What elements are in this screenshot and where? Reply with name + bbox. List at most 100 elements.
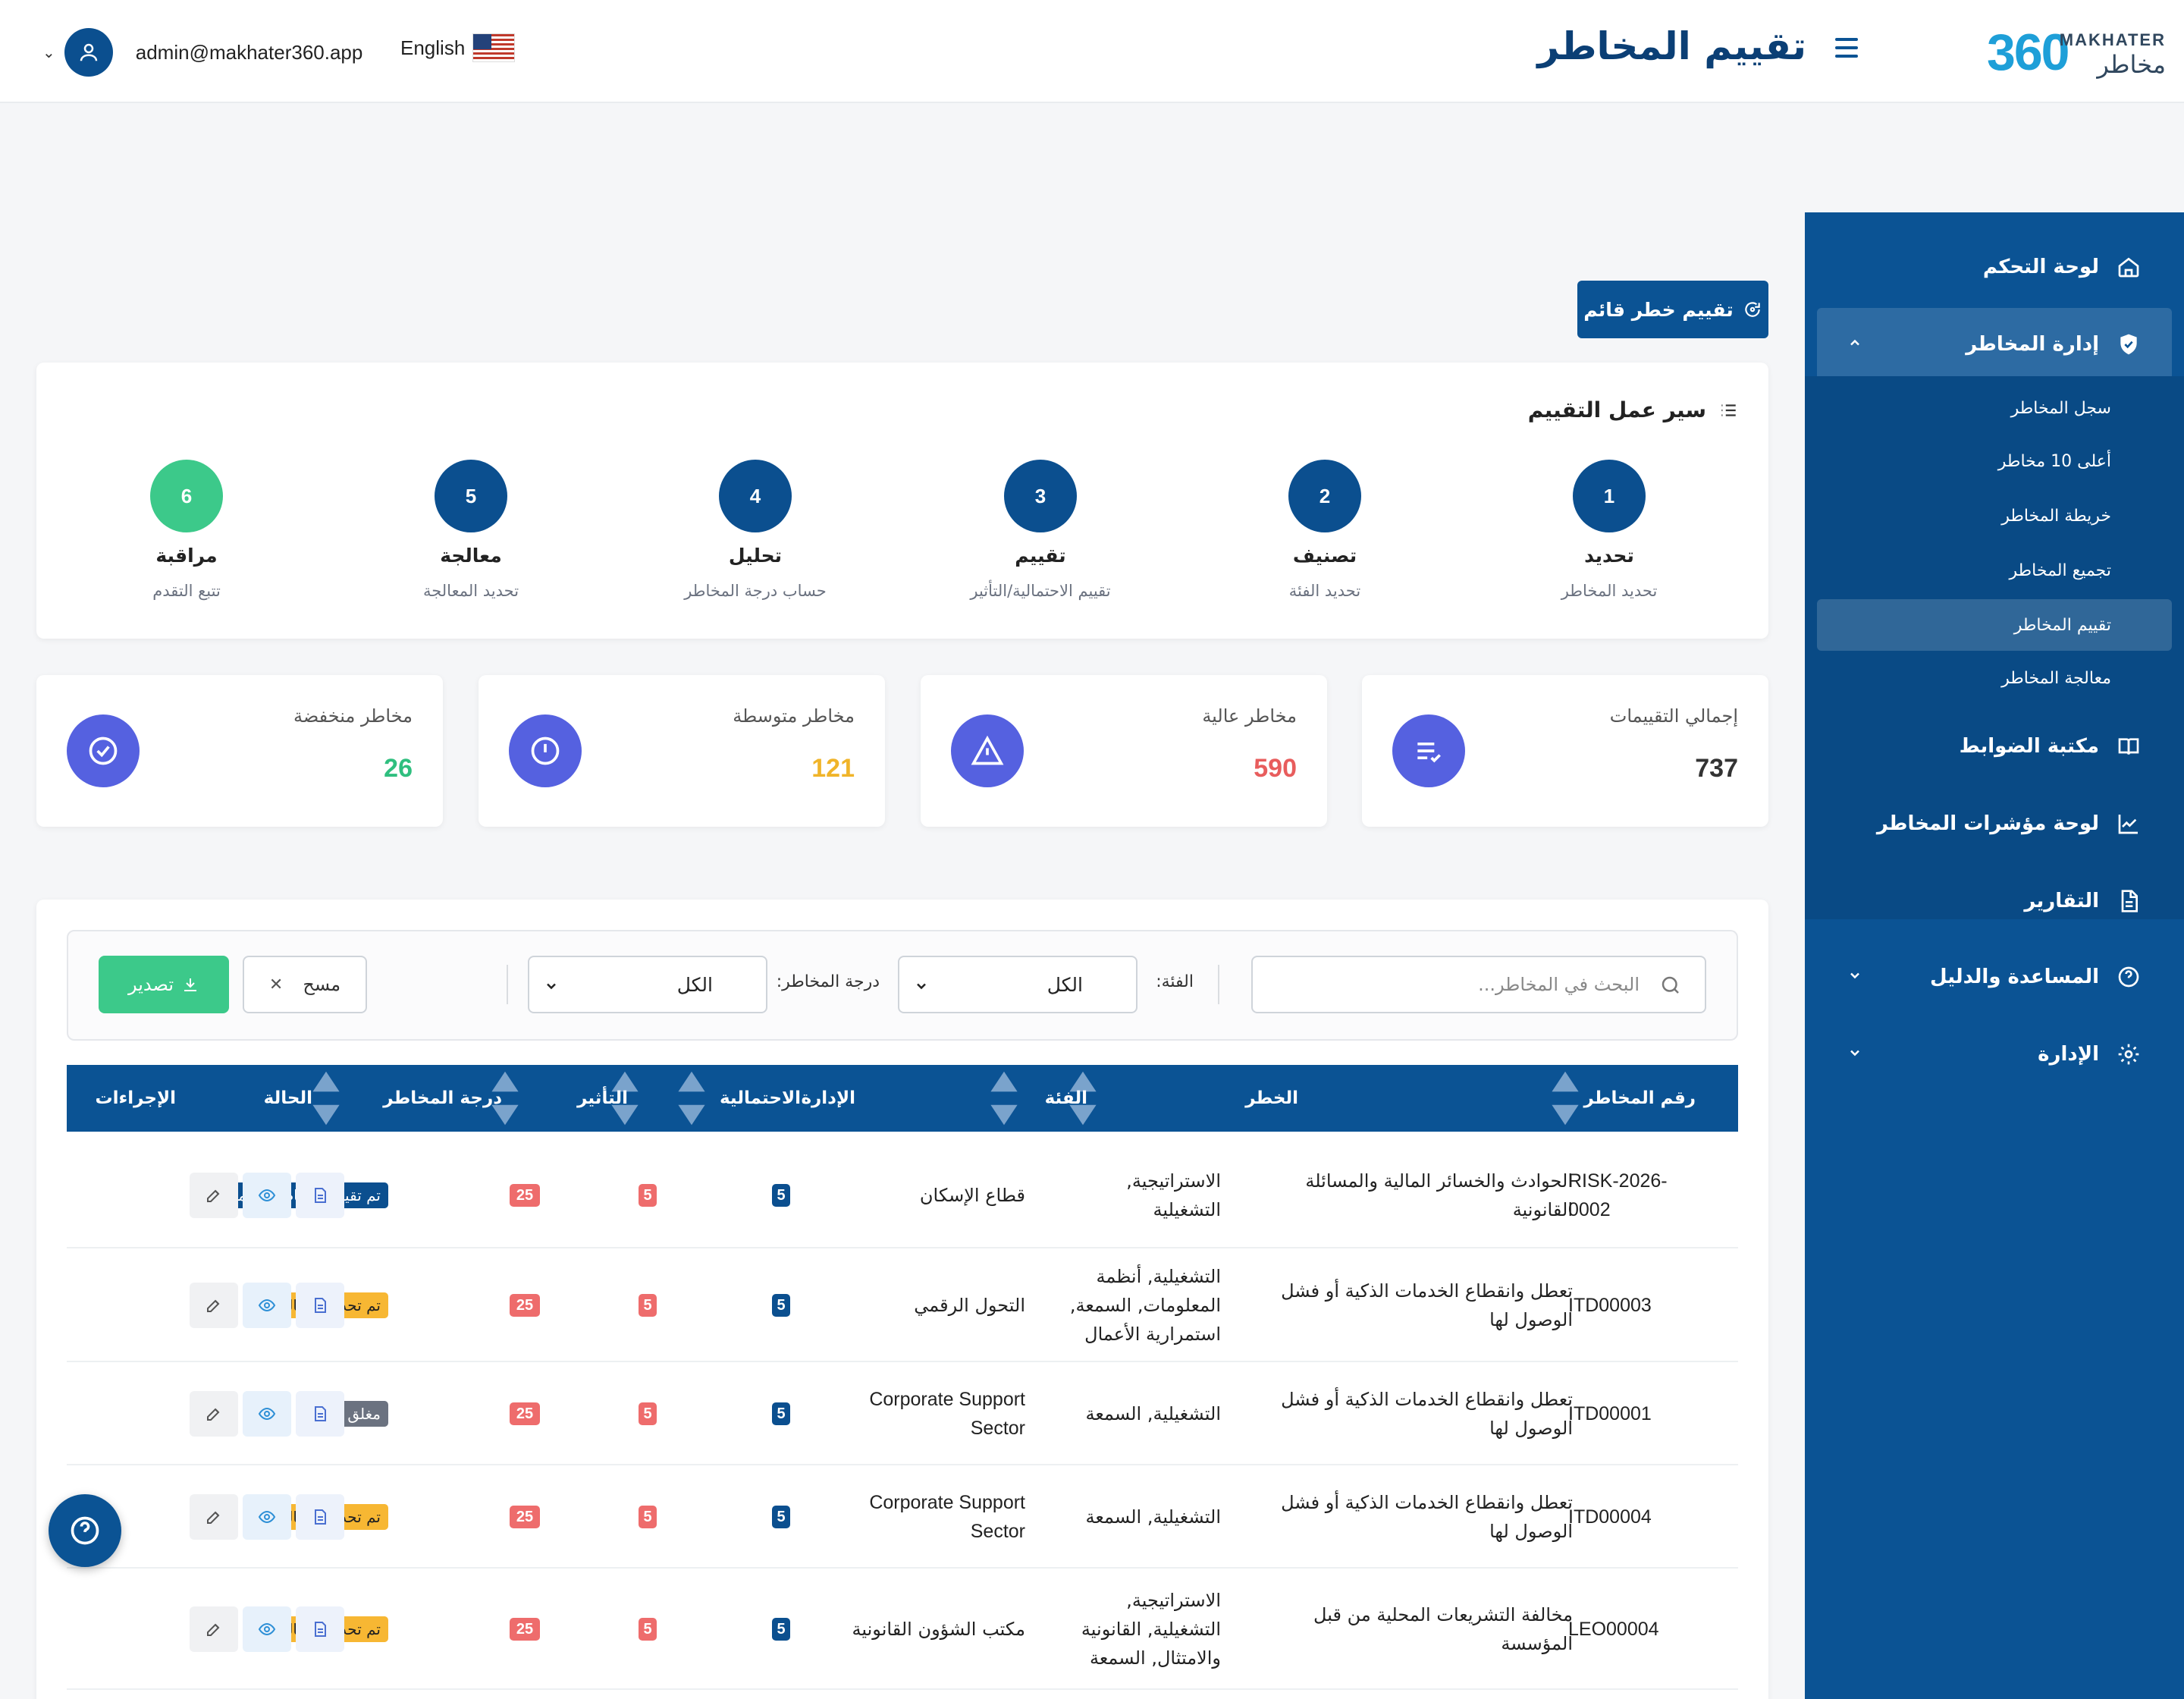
risk-category: التشغيلية, أنظمة المعلومات, السمعة, استمرا… [1069, 1266, 1221, 1345]
step-number: 3 [1004, 460, 1077, 532]
sort-icon[interactable] [1066, 1065, 1100, 1132]
sort-icon[interactable] [675, 1065, 708, 1132]
chevron-down-icon[interactable] [1847, 968, 1862, 983]
column-header-id[interactable]: رقم المخاطر [1584, 1065, 1696, 1132]
assess-existing-risk-button[interactable]: تقييم خطر قائم [1577, 281, 1768, 338]
column-header-label: درجة المخاطر [383, 1088, 502, 1108]
eye-icon[interactable] [243, 1606, 291, 1652]
assessment-workflow-card: سير عمل التقييم 1 تحديد تحديد المخاطر 2 … [36, 363, 1768, 639]
sidebar-item-risk-management[interactable]: إدارة المخاطر [1817, 308, 2172, 381]
sort-icon[interactable] [309, 1065, 343, 1132]
edit-icon[interactable] [190, 1283, 238, 1328]
column-header-status[interactable]: الحالة [264, 1065, 312, 1132]
sort-icon[interactable] [987, 1065, 1021, 1132]
column-header-label: الفئة [1044, 1088, 1087, 1108]
view-details-icon[interactable] [296, 1606, 344, 1652]
sidebar-item-dashboard[interactable]: لوحة التحكم [1817, 231, 2172, 303]
step-desc: حساب درجة المخاطر [684, 582, 827, 600]
score-select-value: الكل [676, 973, 713, 996]
chevron-down-icon[interactable]: ⌄ [42, 43, 55, 61]
column-header-label: الإجراءات [95, 1088, 176, 1108]
app-logo[interactable]: 360 MAKHATER مخاطر [1987, 23, 2166, 81]
risk-category: التشغيلية, السمعة [1085, 1506, 1221, 1528]
step-desc: تقييم الاحتمالية/التأثير [970, 582, 1111, 600]
impact-badge: 5 [639, 1506, 657, 1528]
likelihood-badge: 5 [772, 1184, 790, 1207]
sidebar-item-kri-dashboard[interactable]: لوحة مؤشرات المخاطر [1817, 787, 2172, 860]
category-select[interactable]: الكل [898, 956, 1138, 1013]
column-header-score[interactable]: درجة المخاطر [383, 1065, 502, 1132]
stat-label: مخاطر عالية [1202, 705, 1297, 727]
risk-category: الاستراتيجية, التشغيلية [1126, 1170, 1221, 1220]
workflow-step: 1 تحديد تحديد المخاطر [1495, 460, 1723, 600]
edit-icon[interactable] [190, 1606, 238, 1652]
stat-value: 737 [1695, 754, 1738, 783]
eye-icon[interactable] [243, 1494, 291, 1540]
view-details-icon[interactable] [296, 1391, 344, 1437]
sort-icon[interactable] [1549, 1065, 1582, 1132]
column-header-department[interactable]: الإدارة [801, 1065, 855, 1132]
sidebar-item-help[interactable]: المساعدة والدليل [1817, 941, 2172, 1013]
risk-department: قطاع الإسكان [919, 1185, 1025, 1206]
risk-id: LEO00004 [1568, 1619, 1659, 1640]
language-label[interactable]: English [400, 36, 466, 59]
sort-icon[interactable] [608, 1065, 642, 1132]
risk-title: مخالفة التشريعات المحلية من قبل المؤسسة [1313, 1604, 1573, 1654]
stat-value: 26 [384, 754, 413, 783]
risk-title: الحوادث والخسائر المالية والمسائلة القانو… [1305, 1170, 1573, 1220]
column-header-actions: الإجراءات [95, 1065, 176, 1132]
eye-icon[interactable] [243, 1283, 291, 1328]
edit-icon[interactable] [190, 1173, 238, 1218]
sidebar-item-controls-library[interactable]: مكتبة الضوابط [1817, 710, 2172, 783]
table-row[interactable]: LEO00004 مخالفة التشريعات المحلية من قبل ا… [67, 1569, 1738, 1690]
help-floating-button[interactable] [49, 1494, 121, 1567]
sort-icon[interactable] [488, 1065, 522, 1132]
column-header-likelihood[interactable]: الاحتمالية [720, 1065, 801, 1132]
chevron-up-icon[interactable] [1847, 335, 1862, 350]
export-button[interactable]: تصدير [99, 956, 229, 1013]
us-flag-icon[interactable] [472, 33, 516, 62]
score-select[interactable]: الكل [528, 956, 767, 1013]
column-header-label: الحالة [263, 1088, 312, 1108]
chevron-down-icon [917, 983, 926, 990]
clear-filters-button[interactable]: مسح ✕ [243, 956, 367, 1013]
table-row[interactable]: ITD00001 تعطل وانقطاع الخدمات الذكية أو ف… [67, 1362, 1738, 1465]
sidebar-subitem-risk-assessment[interactable]: تقييم المخاطر [1817, 599, 2172, 651]
chevron-down-icon[interactable] [1847, 1045, 1862, 1060]
view-details-icon[interactable] [296, 1283, 344, 1328]
sidebar-subitem-risk-treatment[interactable]: معالجة المخاطر [1817, 652, 2172, 704]
eye-icon[interactable] [243, 1391, 291, 1437]
sidebar-item-reports[interactable]: التقارير [1817, 865, 2172, 937]
column-header-risk[interactable]: الخطر [1245, 1065, 1298, 1132]
sidebar-subitem-risk-map[interactable]: خريطة المخاطر [1817, 490, 2172, 542]
stat-value: 590 [1254, 754, 1297, 783]
impact-badge: 5 [639, 1402, 657, 1425]
sidebar-item-admin[interactable]: الإدارة [1817, 1018, 2172, 1091]
avatar[interactable] [64, 28, 113, 77]
view-details-icon[interactable] [296, 1494, 344, 1540]
edit-icon[interactable] [190, 1391, 238, 1437]
sidebar-subitem-top-10[interactable]: أعلى 10 مخاطر [1817, 435, 2172, 487]
search-input[interactable]: البحث في المخاطر... [1251, 956, 1706, 1013]
table-row[interactable]: RISK-2026- 0002 الحوادث والخسائر المالية و… [67, 1142, 1738, 1248]
table-row[interactable]: ITD00003 تعطل وانقطاع الخدمات الذكية أو ف… [67, 1248, 1738, 1362]
language-switcher[interactable]: English [400, 33, 516, 62]
table-row[interactable]: ITD00004 تعطل وانقطاع الخدمات الذكية أو ف… [67, 1465, 1738, 1569]
step-name: تحليل [728, 545, 783, 567]
column-header-category[interactable]: الفئة [1045, 1065, 1087, 1132]
edit-icon[interactable] [190, 1494, 238, 1540]
column-header-label: التأثير [577, 1088, 628, 1108]
column-header-impact[interactable]: التأثير [577, 1065, 628, 1132]
user-email[interactable]: admin@makhater360.app [135, 40, 363, 64]
impact-badge: 5 [639, 1618, 657, 1641]
workflow-step: 3 تقييم تقييم الاحتمالية/التأثير [927, 460, 1154, 600]
sidebar-subitem-risk-aggregation[interactable]: تجميع المخاطر [1817, 545, 2172, 596]
sidebar-subitem-risk-register[interactable]: سجل المخاطر [1817, 382, 2172, 434]
eye-icon[interactable] [243, 1173, 291, 1218]
sidebar-subitem-label: تقييم المخاطر [2013, 615, 2111, 635]
risk-department: Corporate Support Sector [869, 1492, 1025, 1542]
view-details-icon[interactable] [296, 1173, 344, 1218]
menu-toggle-icon[interactable] [1835, 38, 1858, 61]
sidebar-subitem-label: خريطة المخاطر [2001, 506, 2111, 526]
user-menu[interactable]: ⌄ admin@makhater360.app [42, 27, 362, 77]
